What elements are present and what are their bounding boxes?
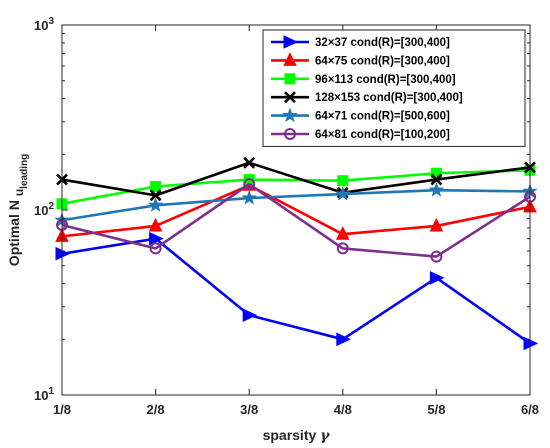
data-point [243,156,256,169]
legend-entry: 128×153 cond(R)=[300,400] [271,91,463,104]
series-line [61,184,531,238]
y-tick-label: 102 [34,201,54,218]
legend-marker [283,52,297,66]
legend-label: 32×37 cond(R)=[300,400] [315,37,450,49]
data-point [428,181,445,197]
legend-marker [283,35,299,49]
axes-group: 101 102 103 1/8 2/8 3/8 4/8 5/8 6/8 sparsity γ Opt… [6,16,539,444]
legend-entry: 64×81 cond(R)=[100,200] [271,128,450,141]
series-line [61,237,531,345]
series-line [61,161,531,197]
legend-entry: 96×113 cond(R)=[300,400] [271,73,456,86]
data-point [429,271,445,285]
series-line [61,188,531,222]
legend-label: 64×75 cond(R)=[300,400] [315,55,450,67]
y-axis-label: Optimal N uleading [6,154,30,266]
data-point [242,308,258,322]
series-3 [56,164,536,210]
x-tick-label: 6/8 [521,402,539,417]
data-point [336,332,351,347]
series-1 [55,231,539,351]
data-point [149,231,164,246]
series-4 [56,156,536,202]
data-point [149,242,162,255]
data-point [335,226,350,240]
legend-label: 128×153 cond(R)=[300,400] [315,92,463,104]
series-line [61,168,531,206]
data-point [243,178,256,191]
legend-label: 64×81 cond(R)=[100,200] [315,129,450,141]
x-tick-label: 4/8 [334,402,352,417]
x-tick-label: 1/8 [53,402,71,417]
legend-marker [284,73,296,85]
x-tick-label: 5/8 [427,402,445,417]
legend: 32×37 cond(R)=[300,400] 64×75 cond(R)=[30… [262,29,526,147]
legend-marker [284,128,296,140]
x-axis-label: sparsity γ [263,427,331,444]
data-point [430,173,443,186]
legend-label: 64×71 cond(R)=[500,600] [315,111,450,123]
x-tick-label: 2/8 [147,402,165,417]
legend-marker [284,91,296,104]
legend-label: 96×113 cond(R)=[300,400] [315,74,456,86]
data-point [430,250,443,263]
y-tick-label: 101 [34,386,54,403]
y-tick-label: 103 [34,16,54,33]
data-point [429,217,444,232]
legend-entry: 64×71 cond(R)=[500,600] [271,107,450,123]
legend-box [262,29,526,147]
series-line [61,182,531,258]
x-tick-label: 3/8 [240,402,258,417]
data-point [241,189,258,205]
data-point [147,197,164,213]
legend-marker [282,107,298,123]
legend-entry: 64×75 cond(R)=[300,400] [271,52,450,67]
data-point [150,180,162,192]
data-point [337,175,349,187]
series-group [54,156,539,351]
data-point [334,185,351,201]
legend-entry: 32×37 cond(R)=[300,400] [271,35,450,49]
data-point [148,217,163,232]
data-point [149,189,162,202]
data-point [336,242,349,255]
